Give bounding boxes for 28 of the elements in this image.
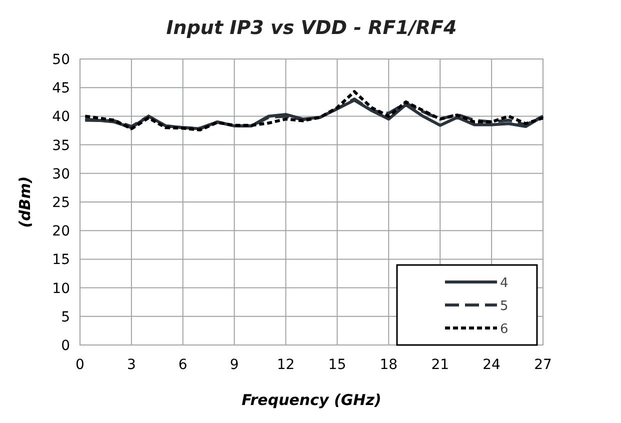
- y-tick-label: 20: [52, 224, 70, 240]
- x-tick-label: 15: [328, 357, 346, 373]
- x-tick-label: 0: [76, 357, 84, 373]
- x-tick-label: 27: [534, 357, 552, 373]
- y-tick-label: 40: [52, 109, 70, 126]
- x-tick-label: 21: [431, 357, 450, 373]
- x-tick-label: 9: [230, 357, 239, 373]
- x-tick-label: 12: [276, 357, 295, 373]
- y-tick-label: 10: [52, 280, 70, 297]
- y-tick-label: 0: [61, 338, 70, 354]
- y-tick-label: 45: [52, 80, 70, 97]
- x-tick-label: 6: [178, 357, 188, 373]
- x-axis-title: Frequency (GHz): [242, 391, 382, 409]
- y-tick-label: 50: [52, 52, 70, 68]
- y-tick-label: 35: [52, 138, 70, 154]
- y-tick-label: 15: [52, 252, 70, 268]
- legend-label: 5: [500, 299, 508, 314]
- x-tick-label: 24: [482, 357, 501, 373]
- chart-title: Input IP3 vs VDD - RF1/RF4: [166, 17, 457, 39]
- x-tick-label: 18: [380, 357, 398, 373]
- x-tick-label: 3: [126, 357, 136, 373]
- y-tick-label: 25: [52, 195, 70, 211]
- y-axis-title: (dBm): [16, 176, 34, 228]
- legend-label: 6: [500, 322, 508, 337]
- y-tick-label: 5: [61, 309, 70, 326]
- y-tick-label: 30: [52, 166, 70, 182]
- legend-label: 4: [500, 276, 508, 291]
- line-series: [84, 90, 544, 132]
